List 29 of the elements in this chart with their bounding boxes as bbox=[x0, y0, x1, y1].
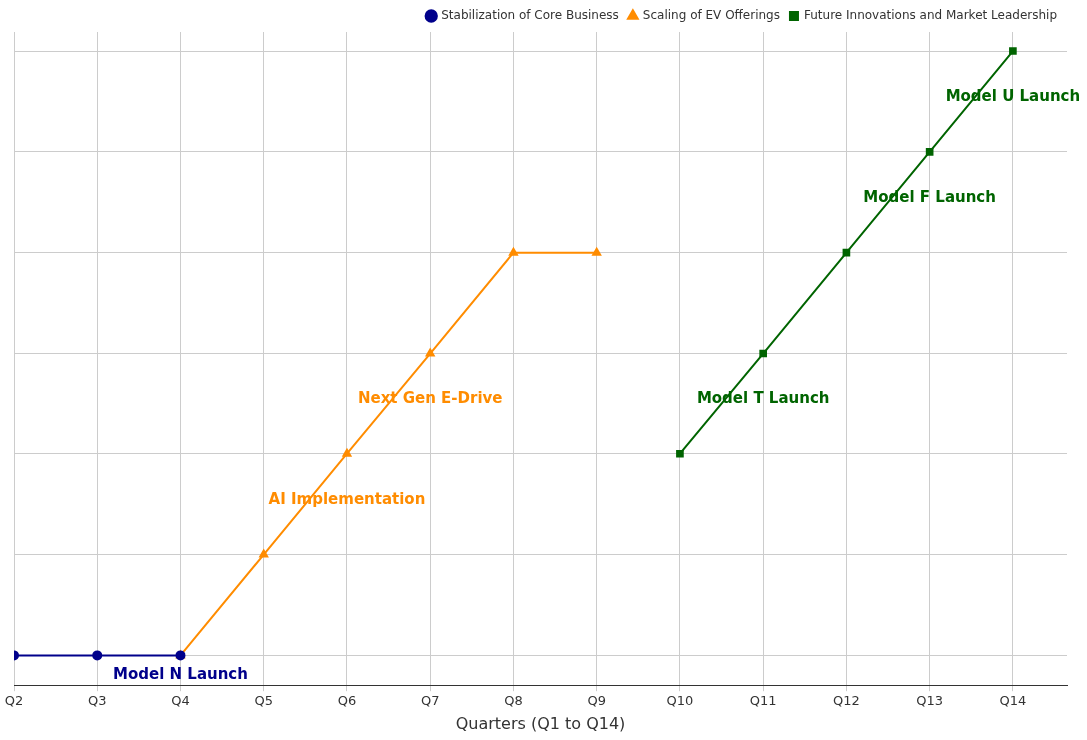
x-tick-label: Q4 bbox=[171, 693, 190, 709]
point bbox=[1009, 47, 1017, 55]
annotation: Model N Launch bbox=[113, 665, 248, 684]
x-tick-label: Q14 bbox=[999, 693, 1027, 709]
point bbox=[676, 449, 684, 458]
point bbox=[759, 349, 767, 358]
point bbox=[842, 248, 851, 257]
x-tick-label: Q3 bbox=[87, 693, 107, 709]
point bbox=[259, 549, 269, 558]
x-tick-label: Q10 bbox=[666, 693, 694, 709]
x-tick-label: Q8 bbox=[504, 693, 523, 709]
legend-label: Future Innovations and Market Leadership bbox=[803, 8, 1058, 23]
x-tick-label: Q5 bbox=[254, 693, 273, 709]
x-tick-label: Q6 bbox=[337, 693, 357, 709]
x-tick-label: Q2 bbox=[4, 693, 24, 709]
point bbox=[508, 247, 518, 256]
x-tick-label: Q9 bbox=[587, 693, 606, 709]
point bbox=[425, 348, 435, 357]
point bbox=[342, 448, 352, 457]
point bbox=[925, 148, 934, 156]
legend-label: Scaling of EV Offerings bbox=[642, 8, 780, 23]
legend-label: Stabilization of Core Business bbox=[441, 8, 619, 23]
point bbox=[592, 247, 602, 256]
x-tick-label: Q11 bbox=[749, 693, 777, 709]
point bbox=[92, 650, 103, 661]
x-tick-label: Q12 bbox=[833, 693, 860, 709]
x-tick-label: Q13 bbox=[916, 693, 944, 709]
x-tick-label: Q7 bbox=[420, 693, 440, 709]
x-axis-title: Quarters (Q1 to Q14) bbox=[455, 713, 626, 733]
